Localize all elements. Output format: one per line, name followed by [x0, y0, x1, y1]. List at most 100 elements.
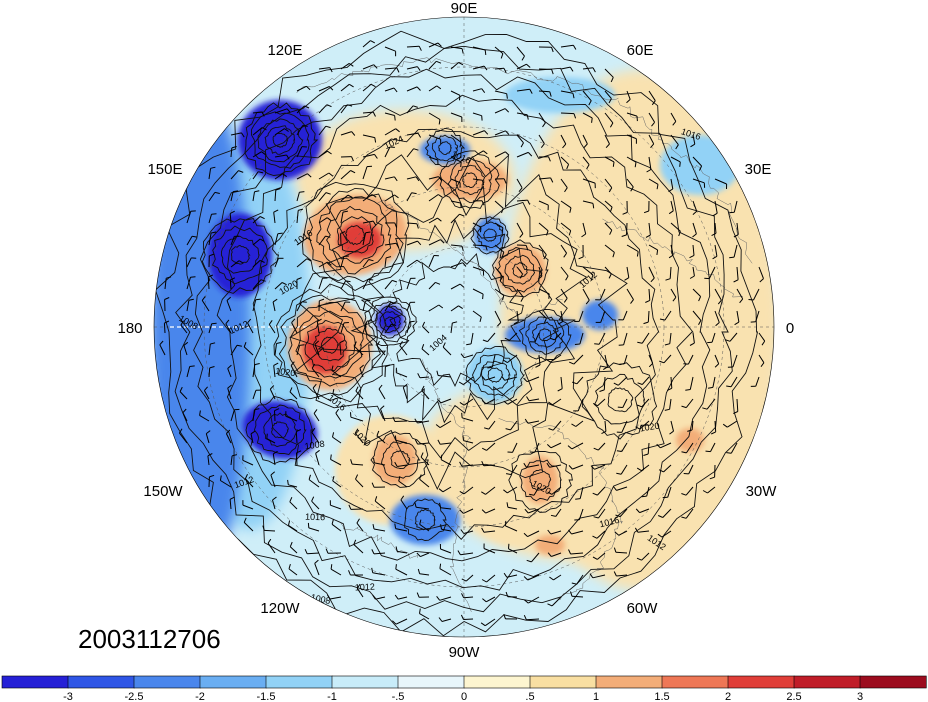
wind-barb [516, 46, 525, 61]
wind-barb [648, 244, 659, 255]
wind-barb [372, 523, 386, 532]
isobar [387, 253, 525, 387]
wind-barb [267, 538, 276, 554]
wind-barb [494, 130, 510, 136]
sea-level-pressure-contours [154, 30, 759, 637]
wind-barb [568, 529, 584, 535]
wind-barb [252, 216, 265, 224]
wind-barb [340, 210, 348, 224]
wind-barb [645, 288, 651, 303]
wind-barb [750, 376, 760, 387]
wind-barb [626, 156, 637, 168]
wind-barb [406, 148, 419, 158]
wind-barb [592, 486, 606, 496]
wind-barb [312, 383, 320, 400]
wind-barb [537, 266, 543, 280]
anomaly-region [582, 300, 618, 330]
wind-barb [419, 608, 430, 620]
lon-label-30w: 30W [746, 483, 778, 500]
wind-barb [659, 310, 672, 321]
wind-barb [406, 222, 419, 229]
wind-barb [450, 178, 461, 188]
wind-barb [604, 178, 613, 193]
isobar [316, 196, 392, 275]
wind-barb [570, 591, 584, 598]
lon-label-150e: 150E [147, 161, 182, 178]
isobar [201, 217, 280, 294]
wind-barb [384, 46, 397, 57]
wind-barb [296, 450, 302, 466]
wind-barb [392, 416, 408, 422]
wind-barb [318, 235, 331, 246]
wind-barb [538, 200, 549, 211]
wind-barb [436, 595, 452, 601]
wind-barb [604, 112, 614, 128]
wind-barb [658, 508, 672, 518]
wind-barb [681, 508, 694, 519]
colorbar-tick-label: 0 [461, 691, 467, 702]
wind-barb [450, 200, 462, 209]
wind-barb [545, 354, 562, 363]
wind-barb [689, 244, 695, 259]
wind-barb [208, 322, 217, 334]
wind-barb [733, 266, 739, 283]
wind-barb [374, 496, 386, 510]
wind-barb [595, 310, 606, 323]
wind-barb [657, 530, 672, 538]
wind-barb [558, 310, 564, 325]
isobar-label: 1020 [639, 421, 660, 434]
wind-barb [384, 323, 397, 334]
wind-barb [394, 523, 408, 532]
isobar [326, 205, 385, 264]
wind-barb [582, 112, 593, 123]
wind-barb [384, 364, 391, 378]
wind-barb [428, 194, 443, 202]
wind-barb [668, 200, 674, 215]
isobar [252, 128, 660, 540]
wind-barb [428, 42, 442, 48]
wind-barb [340, 170, 356, 180]
isobar [381, 441, 421, 479]
wind-barb [230, 344, 242, 356]
wind-barb [712, 200, 718, 217]
wind-barb [340, 322, 349, 334]
wind-barb [230, 190, 239, 202]
wind-barb [494, 46, 504, 59]
isobar [272, 132, 289, 148]
wind-barb [186, 298, 194, 312]
wind-barb [268, 320, 276, 334]
isobar [344, 225, 365, 246]
wind-barb [592, 530, 606, 539]
wind-barb [526, 396, 540, 402]
isobar [465, 346, 526, 406]
colorbar-tick-label: -1 [327, 691, 337, 702]
wind-barb [472, 46, 487, 56]
wind-barb [560, 266, 569, 281]
wind-barb [314, 559, 320, 576]
wind-barb [643, 310, 650, 325]
wind-barb [340, 194, 353, 202]
colorbar-swatch [397, 675, 465, 689]
isobar [470, 216, 510, 255]
wind-barb [710, 420, 717, 435]
anomaly-region [505, 77, 615, 113]
wind-barb [472, 222, 482, 233]
wind-barb [399, 341, 408, 356]
wind-barb [546, 462, 562, 468]
wind-barb [311, 427, 320, 444]
wind-barb [505, 591, 518, 598]
wind-barb [296, 344, 305, 356]
wind-barb [560, 112, 577, 119]
wind-barb [472, 150, 488, 158]
wind-barb [614, 530, 628, 536]
wind-barb [613, 376, 628, 386]
wind-barb [548, 420, 562, 431]
colorbar-swatch [1, 675, 69, 689]
wind-barb [472, 200, 485, 206]
wind-barb [692, 310, 702, 326]
wind-barb [252, 279, 266, 290]
wind-barb [186, 257, 197, 268]
wind-barb [670, 222, 681, 237]
wind-barb [384, 301, 396, 312]
